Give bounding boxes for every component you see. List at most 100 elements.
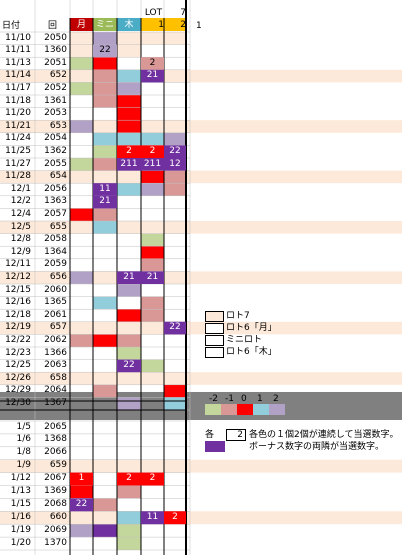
date-cell: 11/20 bbox=[5, 108, 31, 119]
number-cell bbox=[93, 32, 117, 45]
date-cell: 1/19 bbox=[10, 524, 31, 535]
number-cell bbox=[70, 372, 93, 385]
round-cell: 1360 bbox=[44, 45, 67, 56]
number-cell bbox=[117, 170, 141, 184]
cell-value: 21 bbox=[99, 196, 111, 207]
number-cell bbox=[70, 271, 93, 284]
round-cell: 1364 bbox=[44, 246, 67, 257]
number-cell bbox=[141, 158, 164, 171]
cell-value: 211 bbox=[143, 158, 162, 169]
number-cell bbox=[117, 524, 141, 538]
round-cell: 2055 bbox=[44, 158, 67, 169]
date-cell: 11/11 bbox=[5, 45, 31, 56]
legend-swatch bbox=[205, 347, 224, 358]
gray-separator-band bbox=[0, 392, 402, 420]
number-cell bbox=[117, 69, 141, 83]
date-cell: 12/30 bbox=[5, 397, 31, 408]
number-cell bbox=[164, 145, 186, 158]
number-cell bbox=[141, 170, 164, 184]
date-cell: 12/29 bbox=[5, 385, 31, 396]
date-cell: 12/23 bbox=[5, 347, 31, 358]
note-box: 2 bbox=[226, 429, 246, 441]
cell-value: 22 bbox=[99, 45, 111, 56]
number-cell bbox=[93, 498, 117, 512]
scale-swatch bbox=[205, 404, 221, 415]
date-cell: 1/15 bbox=[10, 498, 31, 509]
round-cell: 655 bbox=[49, 221, 67, 232]
date-cell: 12/22 bbox=[5, 334, 31, 345]
cell-value: 12 bbox=[169, 158, 181, 169]
round-cell: 654 bbox=[49, 171, 67, 182]
number-cell bbox=[93, 95, 117, 108]
number-cell bbox=[117, 459, 141, 473]
round-cell: 657 bbox=[49, 322, 67, 333]
round-cell: 1368 bbox=[44, 434, 67, 445]
number-cell bbox=[141, 120, 164, 133]
header-lot-cell bbox=[141, 18, 164, 31]
round-cell: 1367 bbox=[44, 397, 67, 408]
date-cell: 11/28 bbox=[5, 171, 31, 182]
round-cell: 2053 bbox=[44, 108, 67, 119]
number-cell bbox=[93, 511, 117, 525]
number-cell bbox=[70, 472, 93, 486]
number-cell bbox=[117, 321, 141, 335]
number-cell bbox=[70, 334, 93, 347]
date-cell: 1/5 bbox=[16, 421, 31, 432]
number-cell bbox=[117, 183, 141, 196]
number-cell bbox=[70, 44, 93, 58]
scale-swatch bbox=[269, 404, 285, 415]
number-cell bbox=[164, 158, 186, 171]
note-line1: 各色の１個2個が連続して当選数字。 bbox=[249, 430, 399, 440]
date-cell: 11/24 bbox=[5, 133, 31, 144]
number-cell bbox=[93, 208, 117, 221]
cell-value: 2 bbox=[126, 473, 132, 484]
cell-value: 21 bbox=[123, 271, 135, 282]
col-mini-label: ミニ bbox=[95, 20, 114, 30]
date-cell: 11/10 bbox=[5, 32, 31, 43]
number-cell bbox=[70, 57, 93, 70]
date-cell: 1/20 bbox=[10, 537, 31, 548]
number-cell bbox=[93, 459, 117, 473]
col-extra-label: 1 bbox=[196, 21, 202, 31]
date-cell: 1/12 bbox=[10, 473, 31, 484]
date-cell: 12/26 bbox=[5, 372, 31, 383]
round-cell: 2050 bbox=[44, 32, 67, 43]
header-mini-cell bbox=[93, 18, 117, 31]
cell-value: 2 bbox=[126, 145, 132, 156]
number-cell bbox=[141, 57, 164, 70]
round-cell: 2062 bbox=[44, 334, 67, 345]
number-cell bbox=[70, 459, 93, 473]
header-7-cell bbox=[164, 18, 186, 31]
number-cell bbox=[93, 334, 117, 347]
number-cell bbox=[117, 284, 141, 297]
cell-value: 2 bbox=[172, 511, 178, 522]
number-cell bbox=[117, 309, 141, 322]
date-cell: 12/1 bbox=[10, 183, 31, 194]
number-cell bbox=[93, 69, 117, 83]
round-cell: 2052 bbox=[44, 82, 67, 93]
cell-value: 1 bbox=[78, 473, 85, 484]
number-cell bbox=[93, 296, 117, 310]
number-cell bbox=[93, 183, 117, 196]
number-cell bbox=[93, 271, 117, 284]
date-cell: 11/17 bbox=[5, 82, 31, 93]
date-cell: 12/12 bbox=[5, 271, 31, 282]
number-cell bbox=[117, 372, 141, 385]
col-lot-num: 1 bbox=[158, 20, 164, 30]
note-line2: ボーナス数字の両隣が当選数字。 bbox=[249, 442, 385, 452]
col-7-num: 2 bbox=[180, 20, 186, 30]
round-cell: 2069 bbox=[44, 524, 67, 535]
number-cell bbox=[141, 296, 164, 310]
date-cell: 1/13 bbox=[10, 486, 31, 496]
cell-value: 211 bbox=[120, 158, 138, 169]
number-cell bbox=[70, 158, 93, 171]
number-cell bbox=[70, 511, 93, 525]
date-cell: 1/6 bbox=[16, 434, 31, 445]
number-cell bbox=[93, 524, 117, 538]
number-cell bbox=[93, 44, 117, 58]
legend-swatch bbox=[205, 311, 224, 322]
number-cell bbox=[141, 359, 164, 373]
cell-value: 22 bbox=[123, 360, 135, 371]
scale-label: 2 bbox=[273, 394, 279, 404]
number-cell bbox=[164, 459, 186, 473]
